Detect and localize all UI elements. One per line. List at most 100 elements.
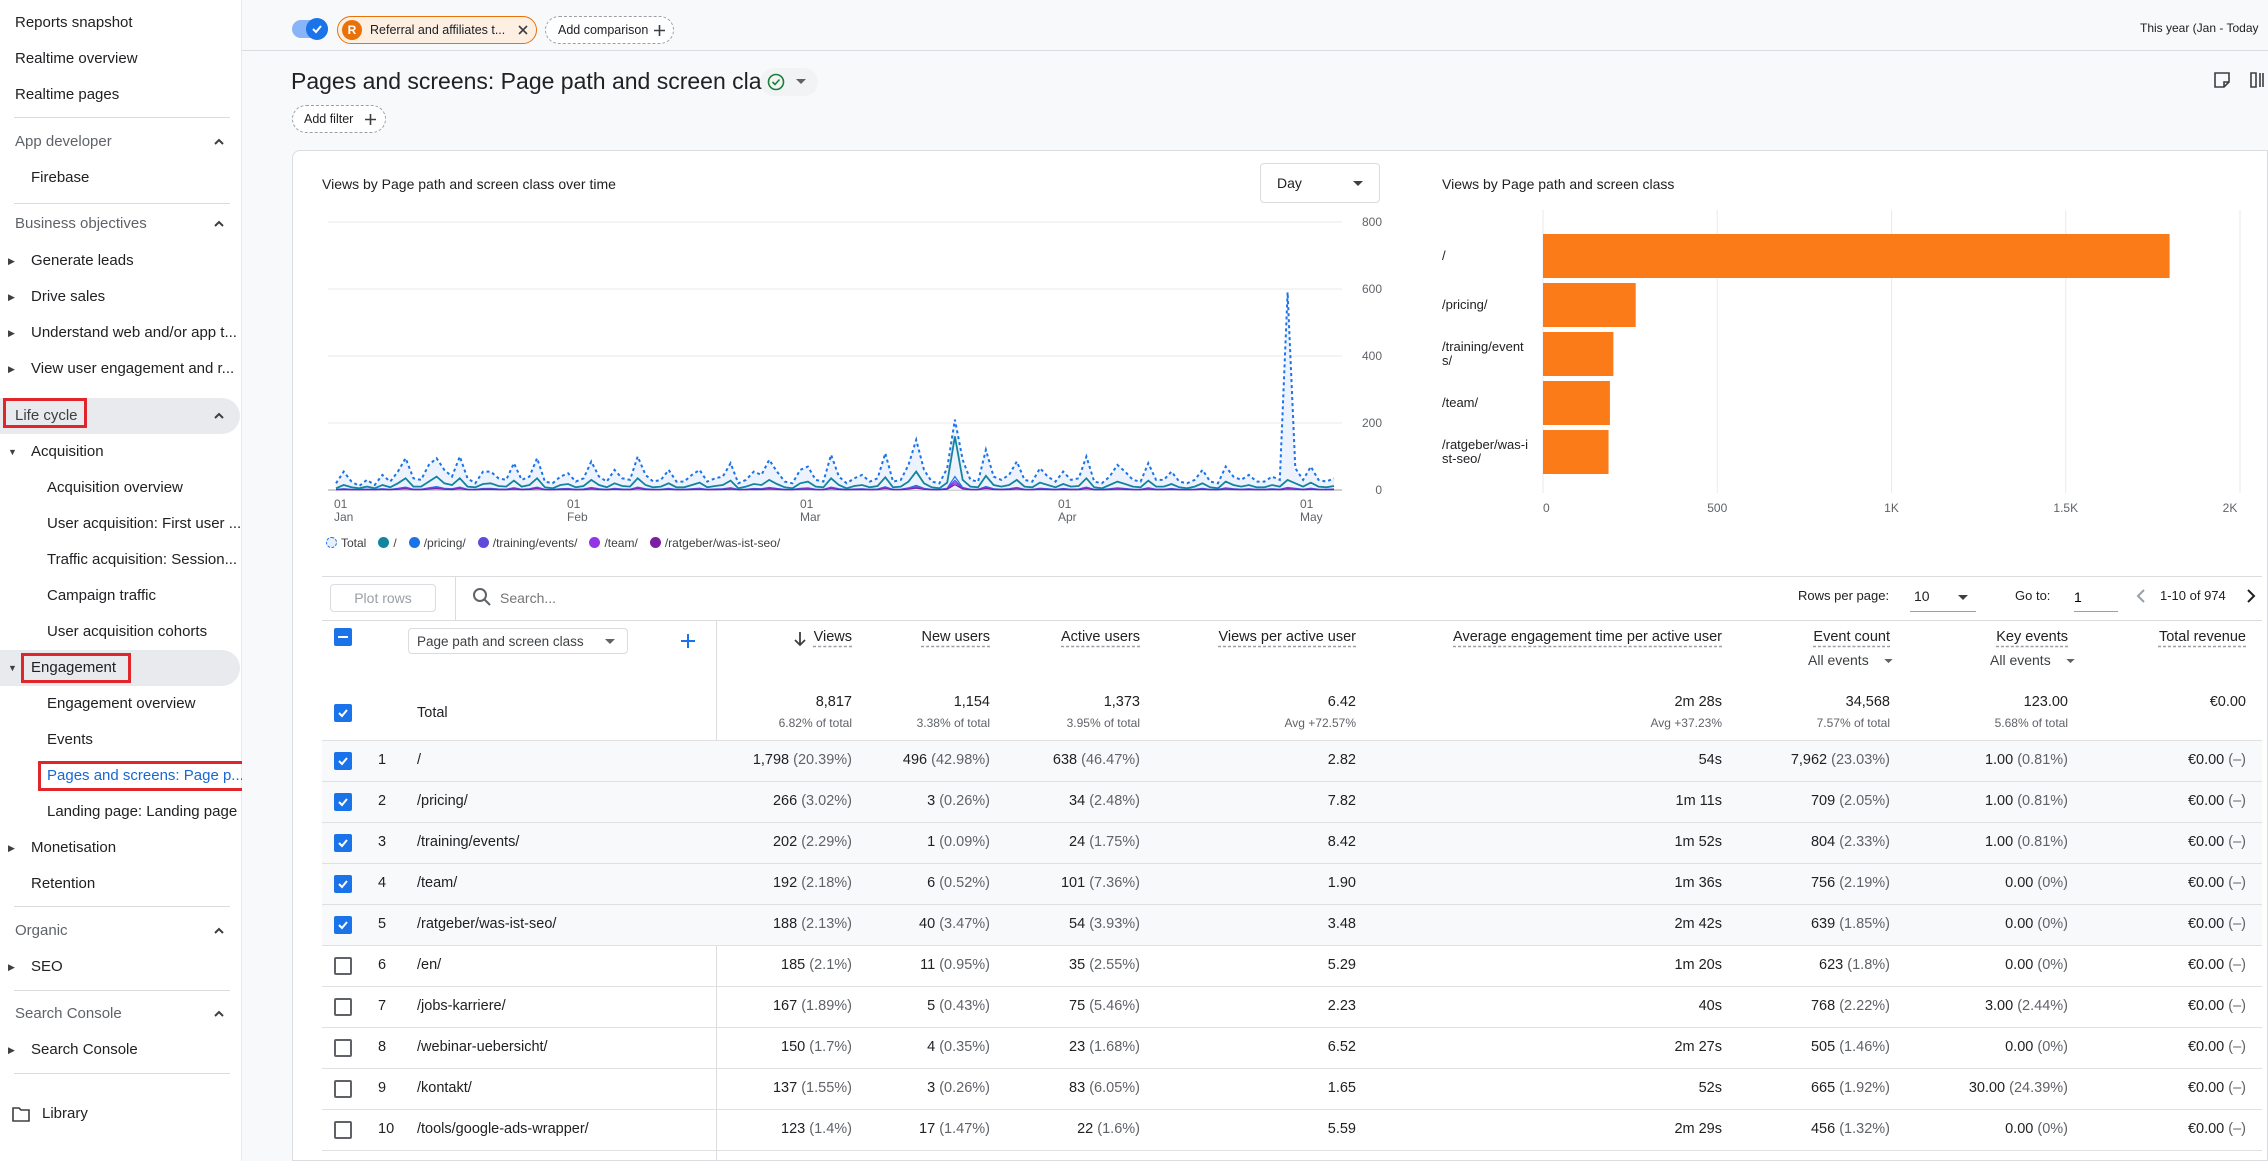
nav-campaign-traffic[interactable]: Campaign traffic — [47, 587, 156, 604]
legend-item[interactable]: Total — [326, 536, 366, 550]
bar[interactable] — [1543, 381, 1610, 425]
nav-engagement[interactable]: Engagement — [31, 659, 117, 676]
bar[interactable] — [1543, 234, 2170, 278]
expand-arrow-icon[interactable]: ▶ — [8, 292, 15, 302]
row-checkbox[interactable] — [334, 1039, 352, 1057]
key-events-filter[interactable]: All events — [1990, 651, 2076, 671]
table-row[interactable] — [322, 987, 2262, 1028]
expand-arrow-icon[interactable]: ▶ — [8, 328, 15, 338]
rows-per-page-select[interactable]: 10 — [1910, 582, 1976, 612]
col-new-users[interactable]: New users — [921, 629, 991, 645]
col-key-events[interactable]: Key events — [1996, 629, 2068, 645]
dimension-select[interactable]: Page path and screen class — [408, 628, 628, 654]
col-total-revenue[interactable]: Total revenue — [2158, 629, 2246, 645]
nav-user-acquisition-cohorts[interactable]: User acquisition cohorts — [47, 623, 208, 640]
arrow-down-icon[interactable] — [793, 631, 807, 647]
table-row[interactable] — [322, 905, 2262, 946]
collapse-arrow-icon[interactable]: ▼ — [8, 447, 17, 457]
nav-engagement-overview[interactable]: Engagement overview — [47, 695, 196, 712]
nav-firebase[interactable]: Firebase — [31, 169, 90, 186]
table-row[interactable] — [322, 823, 2262, 864]
nav-acquisition-overview[interactable]: Acquisition overview — [47, 479, 183, 496]
col-avg-engagement-time[interactable]: Average engagement time per active user — [1453, 629, 1722, 645]
bar[interactable] — [1543, 332, 1614, 376]
plot-rows-button[interactable]: Plot rows — [330, 584, 436, 612]
table-row[interactable] — [322, 741, 2262, 782]
nav-pages-and-screens[interactable]: Pages and screens: Page p... — [47, 767, 244, 784]
chevron-up-icon[interactable] — [212, 924, 226, 938]
chevron-up-icon[interactable] — [212, 217, 226, 231]
nav-realtime-overview[interactable]: Realtime overview — [15, 50, 138, 67]
legend-item[interactable]: /ratgeber/was-ist-seo/ — [649, 536, 780, 550]
table-row[interactable] — [322, 1110, 2262, 1151]
nav-section-life-cycle[interactable]: Life cycle — [15, 407, 78, 424]
chevron-up-icon[interactable] — [212, 409, 226, 423]
col-active-users[interactable]: Active users — [1061, 629, 1140, 645]
goto-page-input[interactable] — [2074, 582, 2118, 612]
nav-landing-page[interactable]: Landing page: Landing page — [47, 803, 238, 820]
table-search-input[interactable] — [500, 585, 1000, 611]
chevron-up-icon[interactable] — [212, 1007, 226, 1021]
chevron-left-icon[interactable] — [2134, 588, 2148, 604]
add-comparison-button[interactable]: Add comparison — [545, 16, 674, 44]
table-row[interactable] — [322, 864, 2262, 905]
chevron-right-icon[interactable] — [2244, 588, 2258, 604]
series-total-line[interactable] — [335, 292, 1335, 488]
select-all-checkbox[interactable] — [334, 628, 352, 646]
nav-generate-leads[interactable]: Generate leads — [31, 252, 134, 269]
nav-monetisation[interactable]: Monetisation — [31, 839, 117, 856]
data-quality-button[interactable] — [760, 68, 818, 96]
legend-item[interactable]: /pricing/ — [408, 536, 466, 550]
row-checkbox[interactable] — [334, 834, 352, 852]
nav-realtime-pages[interactable]: Realtime pages — [15, 86, 120, 103]
event-count-filter[interactable]: All events — [1808, 651, 1894, 671]
nav-section-organic[interactable]: Organic — [15, 922, 68, 939]
date-range-picker[interactable]: This year (Jan - Today — [2140, 21, 2259, 35]
row-checkbox[interactable] — [334, 1080, 352, 1098]
add-filter-button[interactable]: Add filter — [292, 105, 386, 133]
bar[interactable] — [1543, 283, 1636, 327]
nav-drive-sales[interactable]: Drive sales — [31, 288, 106, 305]
nav-section-app-developer[interactable]: App developer — [15, 133, 112, 150]
segment-chip[interactable]: R Referral and affiliates t... — [337, 16, 537, 44]
legend-item[interactable]: /team/ — [589, 536, 638, 550]
row-checkbox[interactable] — [334, 875, 352, 893]
col-views-per-active-user[interactable]: Views per active user — [1218, 629, 1356, 645]
row-checkbox[interactable] — [334, 957, 352, 975]
nav-acquisition[interactable]: Acquisition — [31, 443, 104, 460]
col-event-count[interactable]: Event count — [1813, 629, 1890, 645]
table-row[interactable] — [322, 1028, 2262, 1069]
comparison-toggle[interactable] — [292, 18, 328, 40]
nav-reports-snapshot[interactable]: Reports snapshot — [15, 14, 133, 31]
nav-understand[interactable]: Understand web and/or app t... — [31, 324, 237, 341]
row-checkbox[interactable] — [334, 998, 352, 1016]
expand-arrow-icon[interactable]: ▶ — [8, 364, 15, 374]
table-row[interactable] — [322, 946, 2262, 987]
row-checkbox[interactable] — [334, 916, 352, 934]
legend-item[interactable]: /training/events/ — [477, 536, 577, 550]
nav-search-console[interactable]: Search Console — [31, 1041, 138, 1058]
bar-chart[interactable]: 0 500 1K 1.5K 2K — [1540, 210, 2268, 530]
legend-item[interactable]: / — [378, 536, 397, 550]
expand-arrow-icon[interactable]: ▶ — [8, 843, 15, 853]
series-root-line[interactable] — [335, 436, 1335, 490]
nav-user-acquisition[interactable]: User acquisition: First user ... — [47, 515, 242, 532]
row-checkbox[interactable] — [334, 1121, 352, 1139]
col-views[interactable]: Views — [813, 629, 852, 645]
expand-arrow-icon[interactable]: ▶ — [8, 256, 15, 266]
table-row[interactable] — [322, 782, 2262, 823]
nav-traffic-acquisition[interactable]: Traffic acquisition: Session... — [47, 551, 238, 568]
totals-checkbox[interactable] — [334, 704, 352, 722]
nav-retention[interactable]: Retention — [31, 875, 96, 892]
nav-seo[interactable]: SEO — [31, 958, 63, 975]
nav-library[interactable]: Library — [42, 1105, 88, 1122]
row-checkbox[interactable] — [334, 793, 352, 811]
close-icon[interactable] — [517, 24, 529, 36]
expand-arrow-icon[interactable]: ▶ — [8, 1045, 15, 1055]
add-dimension-icon[interactable] — [680, 633, 696, 649]
nav-view-user-engagement[interactable]: View user engagement and r... — [31, 360, 235, 377]
chevron-up-icon[interactable] — [212, 135, 226, 149]
nav-section-search-console[interactable]: Search Console — [15, 1005, 122, 1022]
compare-icon[interactable] — [2248, 70, 2268, 90]
